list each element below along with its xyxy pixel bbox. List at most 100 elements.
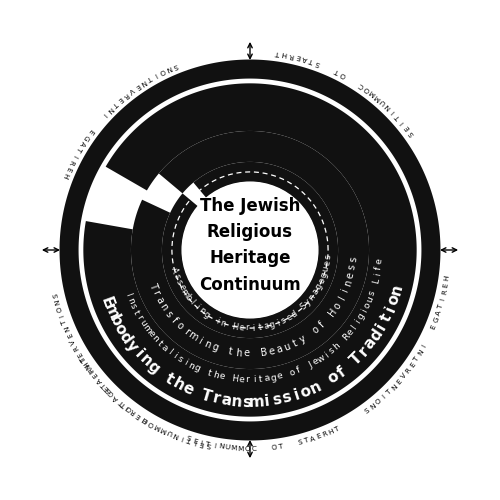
Text: H: H <box>326 306 339 318</box>
Text: e: e <box>176 283 186 292</box>
Text: T: T <box>100 382 108 389</box>
Text: I: I <box>89 368 95 374</box>
Text: E: E <box>430 324 438 330</box>
Text: E: E <box>295 54 301 60</box>
Text: T: T <box>80 355 87 362</box>
Text: N: N <box>54 298 62 305</box>
Text: r: r <box>356 344 372 359</box>
Text: o: o <box>288 368 296 378</box>
Text: f: f <box>334 364 348 380</box>
Text: N: N <box>369 402 377 410</box>
Text: s: s <box>176 354 184 364</box>
Text: e: e <box>238 323 244 332</box>
Text: R: R <box>441 289 448 295</box>
Text: t: t <box>378 311 395 324</box>
Text: g: g <box>192 363 202 374</box>
Text: n: n <box>186 360 196 371</box>
Text: y: y <box>304 297 314 306</box>
Text: M: M <box>374 93 382 102</box>
Text: O: O <box>270 444 277 451</box>
Text: R: R <box>288 52 294 59</box>
Text: R: R <box>72 344 80 352</box>
Text: B: B <box>260 348 268 358</box>
Text: E: E <box>316 433 322 440</box>
Text: r: r <box>246 375 250 384</box>
Text: l: l <box>166 348 173 356</box>
Text: i: i <box>373 272 382 276</box>
Text: g: g <box>270 372 277 382</box>
Text: n: n <box>158 302 170 313</box>
Text: s: s <box>327 346 336 356</box>
Text: A: A <box>96 376 104 384</box>
Text: H: H <box>230 374 238 384</box>
Text: o: o <box>332 300 344 310</box>
Text: T: T <box>120 400 128 407</box>
Text: T: T <box>386 388 393 396</box>
Text: T: T <box>205 441 210 448</box>
Text: E: E <box>192 438 198 445</box>
Text: E: E <box>66 332 73 338</box>
Text: r: r <box>246 324 250 332</box>
Text: e: e <box>311 356 320 367</box>
Text: g: g <box>356 312 367 322</box>
Text: s: s <box>323 254 332 260</box>
Text: o: o <box>324 368 342 387</box>
Text: f: f <box>317 320 326 330</box>
Text: s: s <box>347 264 358 270</box>
Text: I: I <box>124 404 130 409</box>
Text: n: n <box>202 338 212 350</box>
Text: i: i <box>193 303 200 311</box>
Text: e: e <box>146 328 156 338</box>
Text: a: a <box>262 322 270 332</box>
Text: V: V <box>128 86 135 94</box>
Text: e: e <box>374 258 384 264</box>
Text: a: a <box>310 288 321 296</box>
Text: n: n <box>307 378 324 397</box>
Text: I: I <box>59 314 65 317</box>
Text: n: n <box>342 278 354 287</box>
Text: E: E <box>442 282 450 288</box>
Text: N: N <box>390 383 398 391</box>
Text: I: I <box>400 120 406 125</box>
Text: i: i <box>214 316 220 326</box>
Text: R: R <box>340 332 351 342</box>
Text: A: A <box>302 55 308 62</box>
Polygon shape <box>84 84 416 416</box>
Text: I: I <box>381 394 386 400</box>
Text: O: O <box>148 419 156 427</box>
Text: u: u <box>320 266 330 273</box>
Text: J: J <box>307 360 314 370</box>
Text: M: M <box>238 446 244 452</box>
Polygon shape <box>162 162 338 338</box>
Text: T: T <box>308 57 314 64</box>
Text: E: E <box>409 361 416 368</box>
Text: I: I <box>212 442 216 449</box>
Text: T: T <box>278 444 283 450</box>
Text: N: N <box>172 431 180 438</box>
Text: g: g <box>202 310 211 320</box>
Text: t: t <box>155 338 164 347</box>
Text: i: i <box>264 394 270 409</box>
Text: O: O <box>374 398 382 406</box>
Text: R: R <box>404 366 412 374</box>
Text: g: g <box>144 358 162 377</box>
Text: R: R <box>322 430 328 438</box>
Text: o: o <box>298 383 314 400</box>
Text: E: E <box>116 96 124 103</box>
Text: C: C <box>358 81 365 89</box>
Text: i: i <box>354 318 362 326</box>
Text: a: a <box>220 392 232 408</box>
Text: m: m <box>140 322 153 334</box>
Text: g: g <box>319 271 329 279</box>
Text: I: I <box>72 154 78 158</box>
Text: n: n <box>230 394 242 409</box>
Text: d: d <box>290 309 299 320</box>
Text: t: t <box>291 338 299 348</box>
Text: S: S <box>105 386 112 394</box>
Text: R: R <box>68 158 75 166</box>
Text: r: r <box>211 390 222 407</box>
Text: l: l <box>336 294 346 302</box>
Text: I: I <box>421 344 428 348</box>
Text: E: E <box>396 378 403 386</box>
Text: T: T <box>147 281 158 290</box>
